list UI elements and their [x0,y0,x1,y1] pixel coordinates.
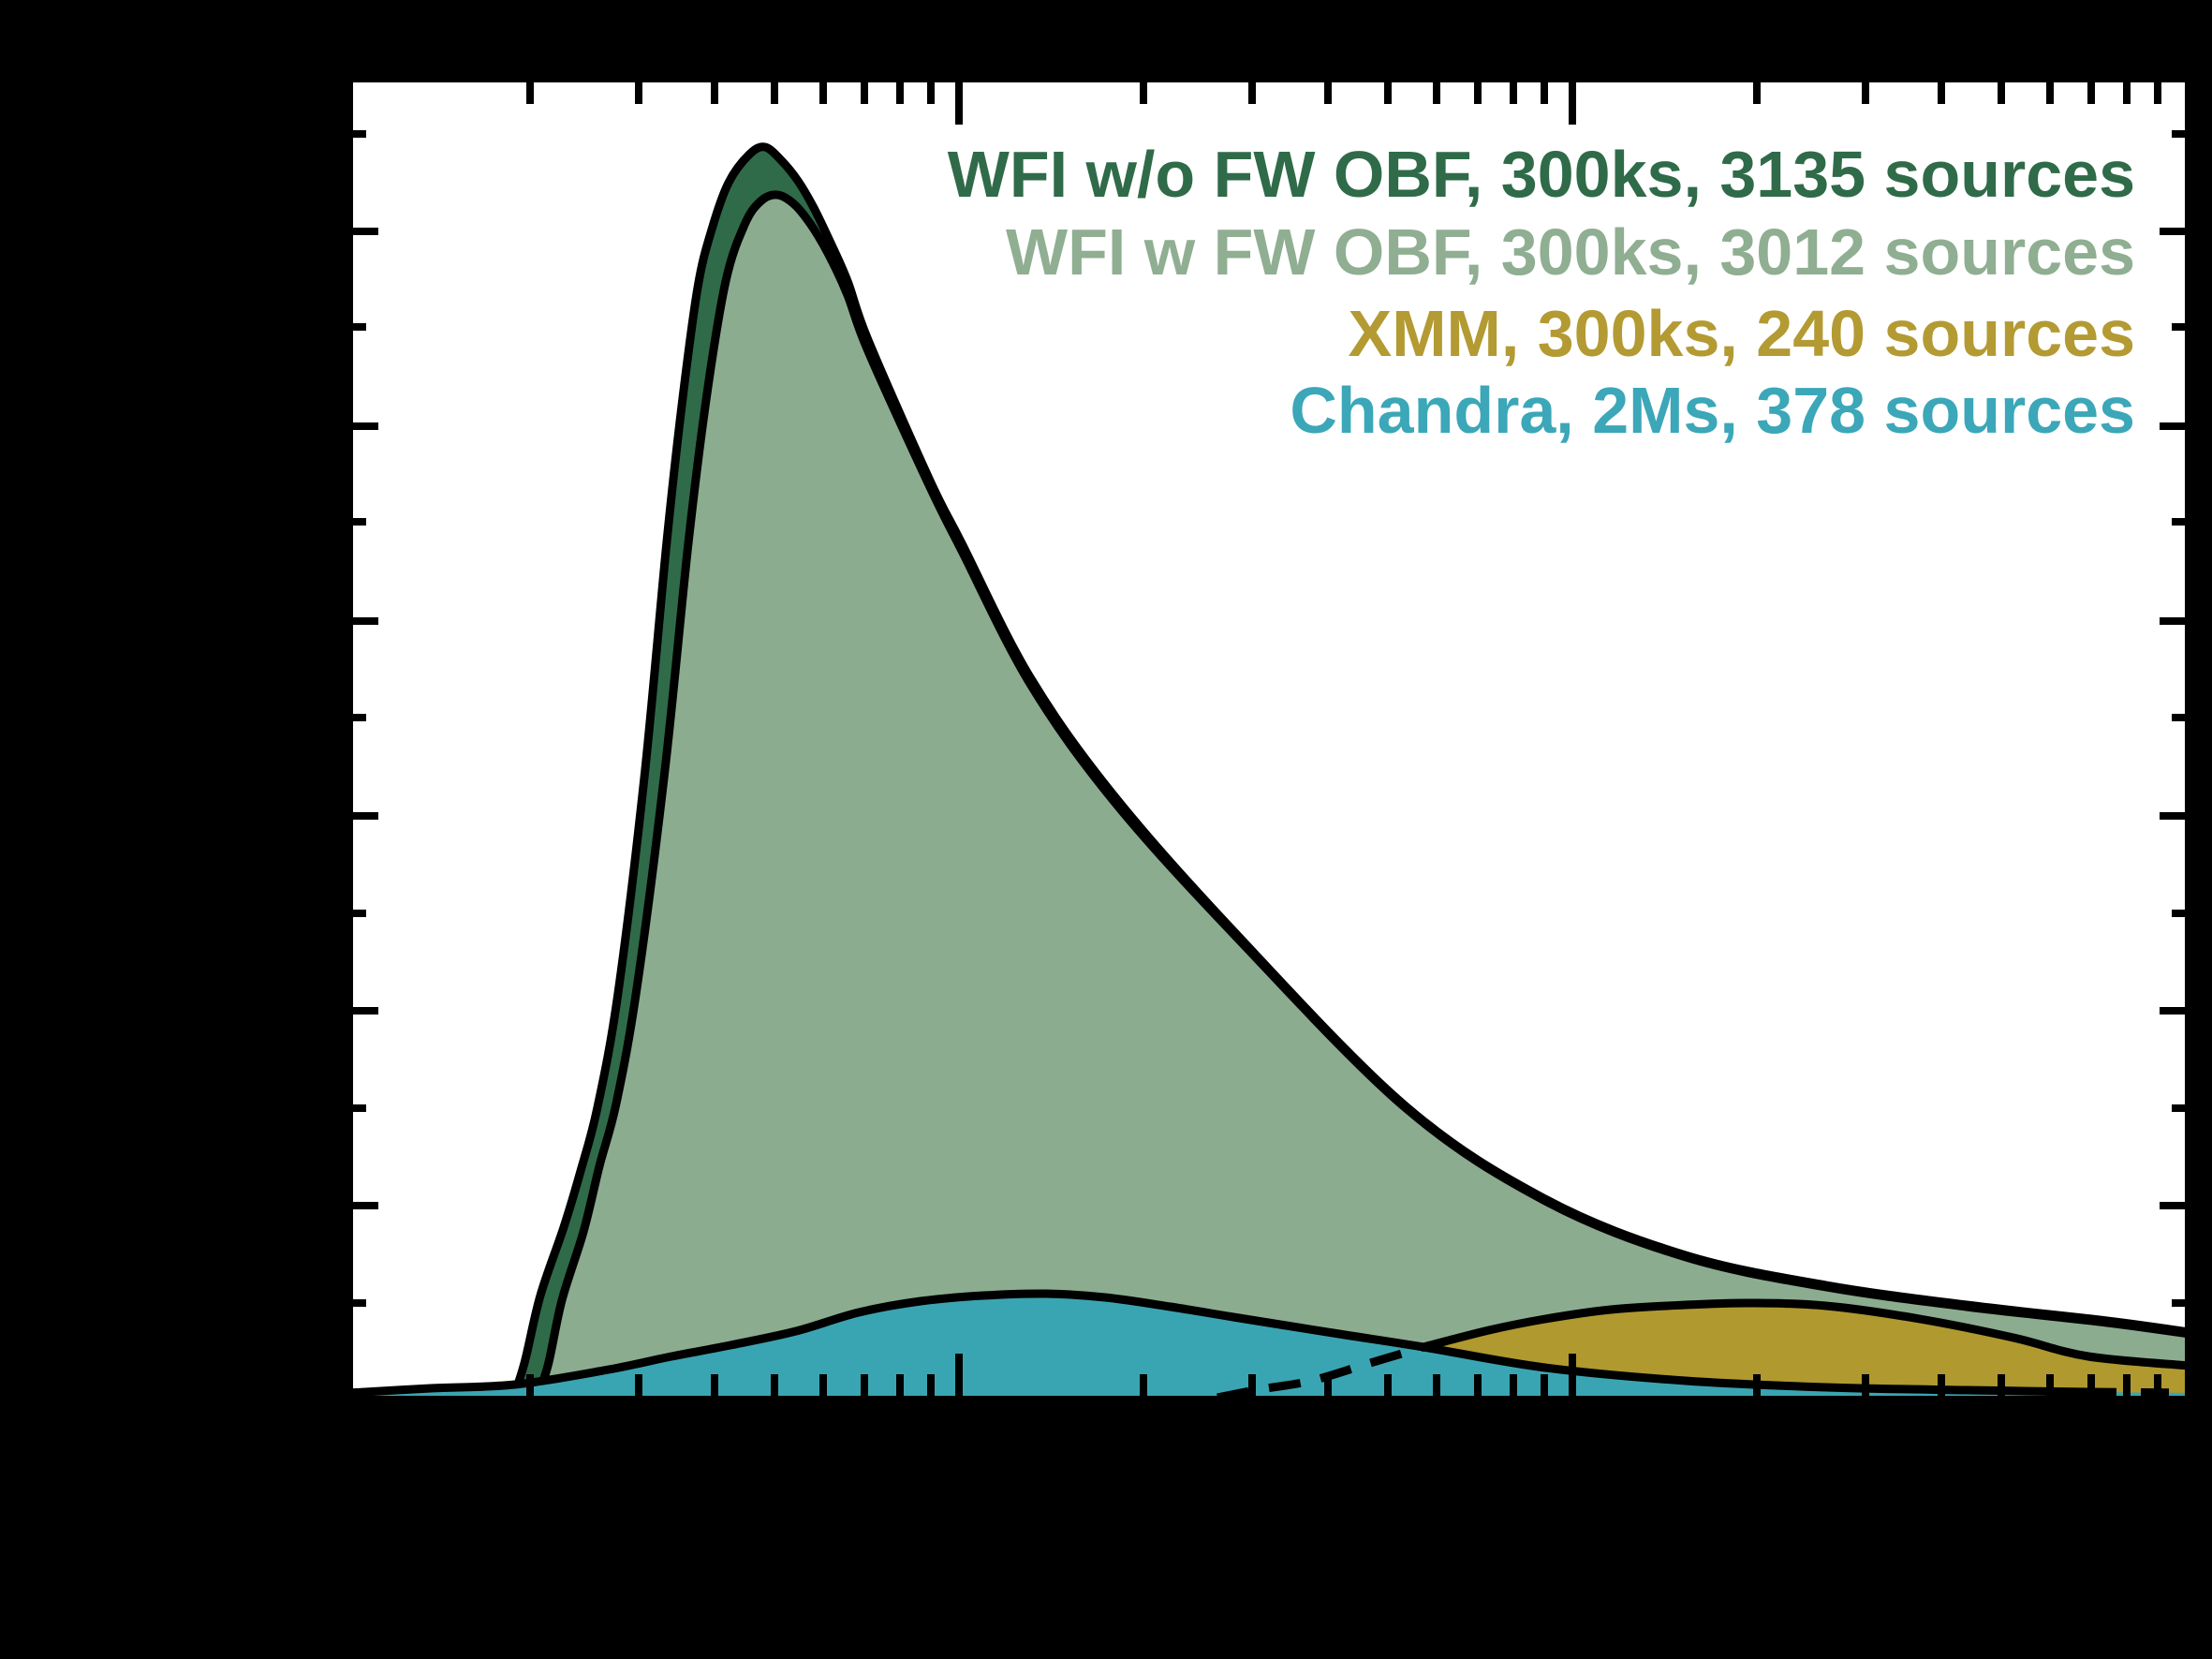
series-chandra-hidden-dashed-outline [2087,1387,2190,1398]
series-wfi-obf-outline [531,190,2194,1405]
series-xmm-outline [1419,1298,2194,1370]
legend-item-chandra: Chandra, 2Ms, 378 sources [1290,374,2135,447]
legend-item-wfi-obf: WFI w FW OBF, 300ks, 3012 sources [1006,215,2135,289]
series-chandra-outline [344,1289,2093,1398]
plot-border [344,73,2194,1405]
legend: WFI w/o FW OBF, 300ks, 3135 sources WFI … [948,138,2135,447]
series-wfi-obf-fill [536,194,2190,1405]
legend-item-wfi-no-obf: WFI w/o FW OBF, 300ks, 3135 sources [948,138,2135,211]
series-layer [344,142,2194,1405]
legend-item-xmm: XMM, 300ks, 240 sources [1349,297,2135,370]
series-chandra-fill [348,1293,2190,1405]
series-xmm-hidden-dashed-outline [1217,1342,1425,1402]
axis-layer [344,73,2194,1405]
